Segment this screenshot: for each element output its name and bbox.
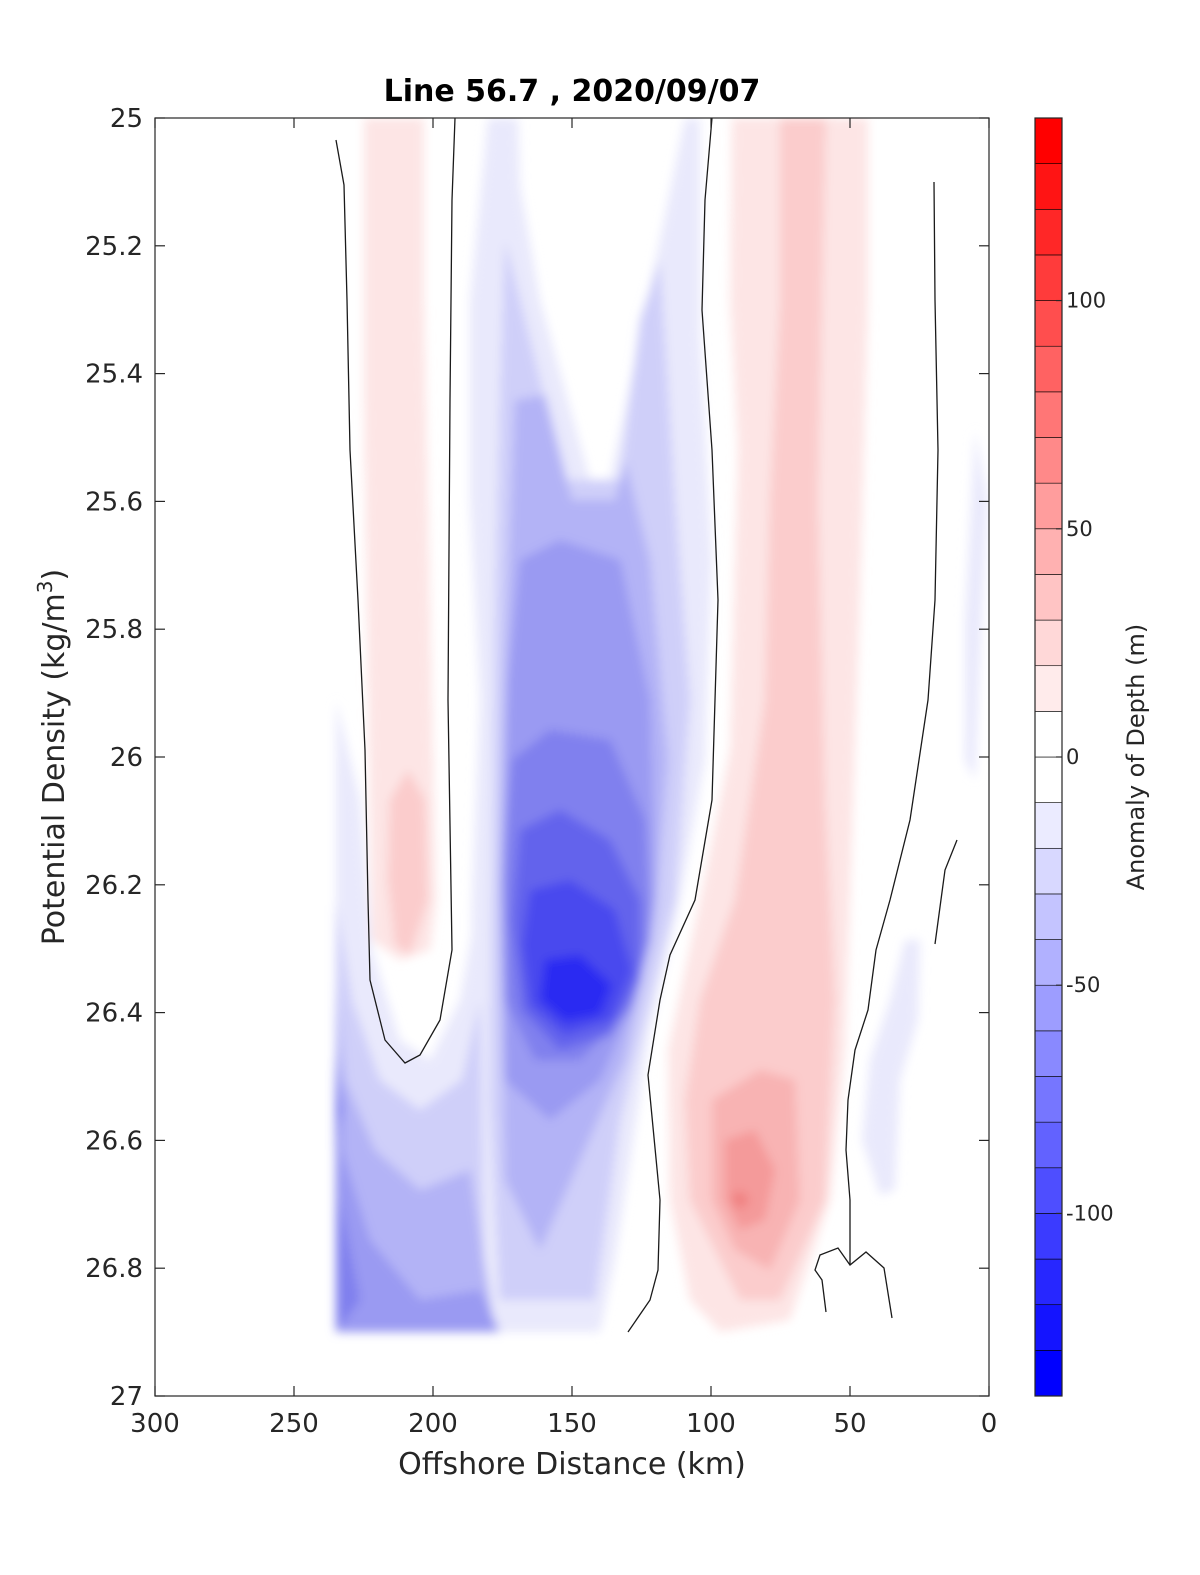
- colorbar-level: [1034, 208, 1063, 256]
- colorbar-level: [1034, 1121, 1063, 1169]
- x-tick-label: 250: [269, 1409, 319, 1439]
- x-tick-label: 50: [833, 1409, 866, 1439]
- colorbar-level: [1034, 574, 1063, 621]
- neg-anomaly-west-5: [336, 1060, 360, 1332]
- colorbar-level: [1034, 1258, 1063, 1306]
- axis-ticks: 300 250 200 150 100 50 0 25 25.2 25.4 25.6 25.8 26 26…: [85, 104, 997, 1439]
- y-tick-label: 26.2: [85, 871, 143, 901]
- colorbar-level: [1034, 1350, 1063, 1397]
- pos-anomaly-east-2: [685, 118, 835, 1300]
- colorbar-level: [1034, 756, 1063, 803]
- y-tick-label: 25.8: [85, 615, 143, 645]
- y-tick-label: 25: [110, 104, 143, 134]
- zero-contours: [335, 118, 958, 1333]
- neg-anomaly-west-6: [336, 1050, 342, 1160]
- zero-contour-4: [934, 839, 958, 945]
- colorbar-level: [1034, 300, 1063, 347]
- y-tick-label: 26.8: [85, 1254, 143, 1284]
- colorbar-level: [1034, 1030, 1063, 1077]
- zero-contour-3: [845, 181, 939, 1265]
- y-axis-label-superscript: 3: [33, 580, 57, 593]
- colorbar-level: [1034, 665, 1063, 712]
- colorbar-level: [1034, 1167, 1063, 1214]
- colorbar-label: Anomaly of Depth (m): [1122, 624, 1150, 891]
- contour-fills: [155, 118, 989, 1396]
- colorbar-level: [1034, 437, 1063, 484]
- colorbar-level: [1034, 117, 1063, 164]
- x-tick-label: 200: [408, 1409, 458, 1439]
- y-tick-label: 26.6: [85, 1126, 143, 1156]
- y-axis-label-end: ): [37, 569, 72, 581]
- colorbar-level: [1034, 1304, 1063, 1351]
- colorbar-tick-label: 50: [1066, 517, 1093, 541]
- colorbar-level: [1034, 893, 1063, 940]
- y-axis-label: Potential Density (kg/m3): [33, 569, 72, 945]
- x-axis-label: Offshore Distance (km): [398, 1447, 746, 1482]
- y-tick-label: 25.2: [85, 232, 143, 262]
- colorbar: 100 50 0 -50 -100: [1034, 117, 1114, 1397]
- zero-contour-2: [627, 118, 719, 1333]
- colorbar-level: [1034, 619, 1063, 667]
- colorbar-level: [1034, 482, 1063, 530]
- colorbar-level: [1034, 345, 1063, 393]
- pos-anomaly-east-core: [730, 1190, 750, 1210]
- colorbar-level: [1034, 1213, 1063, 1260]
- chart-title: Line 56.7 , 2020/09/07: [384, 74, 761, 109]
- y-tick-label: 26.4: [85, 999, 143, 1029]
- colorbar-level: [1034, 847, 1063, 895]
- colorbar-level: [1034, 1076, 1063, 1123]
- colorbar-level: [1034, 528, 1063, 575]
- colorbar-tick-label: -50: [1066, 973, 1100, 997]
- neg-anomaly-west-3: [336, 980, 495, 1332]
- colorbar-level: [1034, 391, 1063, 438]
- colorbar-level: [1034, 254, 1063, 301]
- y-tick-label: 25.4: [85, 360, 143, 390]
- colorbar-level: [1034, 711, 1063, 758]
- x-tick-label: 100: [686, 1409, 736, 1439]
- neg-anomaly-core: [540, 955, 612, 1022]
- colorbar-tick-label: 0: [1066, 745, 1079, 769]
- pos-anomaly-west-outer: [364, 118, 436, 960]
- x-tick-label: 150: [547, 1409, 597, 1439]
- colorbar-tick-label: -100: [1066, 1201, 1114, 1225]
- neg-anomaly-west-4: [336, 1040, 500, 1332]
- y-axis-label-main: Potential Density (kg/m: [37, 593, 72, 945]
- colorbar-level: [1034, 939, 1063, 986]
- zero-contour-5: [814, 1247, 893, 1319]
- colorbar-level: [1034, 984, 1063, 1032]
- y-tick-label: 27: [110, 1382, 143, 1412]
- colorbar-tick-label: 100: [1066, 289, 1106, 313]
- pos-anomaly-west-core: [388, 770, 428, 955]
- x-tick-label: 300: [130, 1409, 180, 1439]
- colorbar-level: [1034, 802, 1063, 849]
- zero-contour-1: [335, 118, 456, 1064]
- neg-anomaly-nearshore: [862, 940, 920, 1195]
- x-tick-label: 0: [981, 1409, 998, 1439]
- y-tick-label: 25.6: [85, 487, 143, 517]
- y-tick-label: 26: [110, 743, 143, 773]
- neg-anomaly-coastal: [965, 430, 988, 780]
- colorbar-level: [1034, 163, 1063, 210]
